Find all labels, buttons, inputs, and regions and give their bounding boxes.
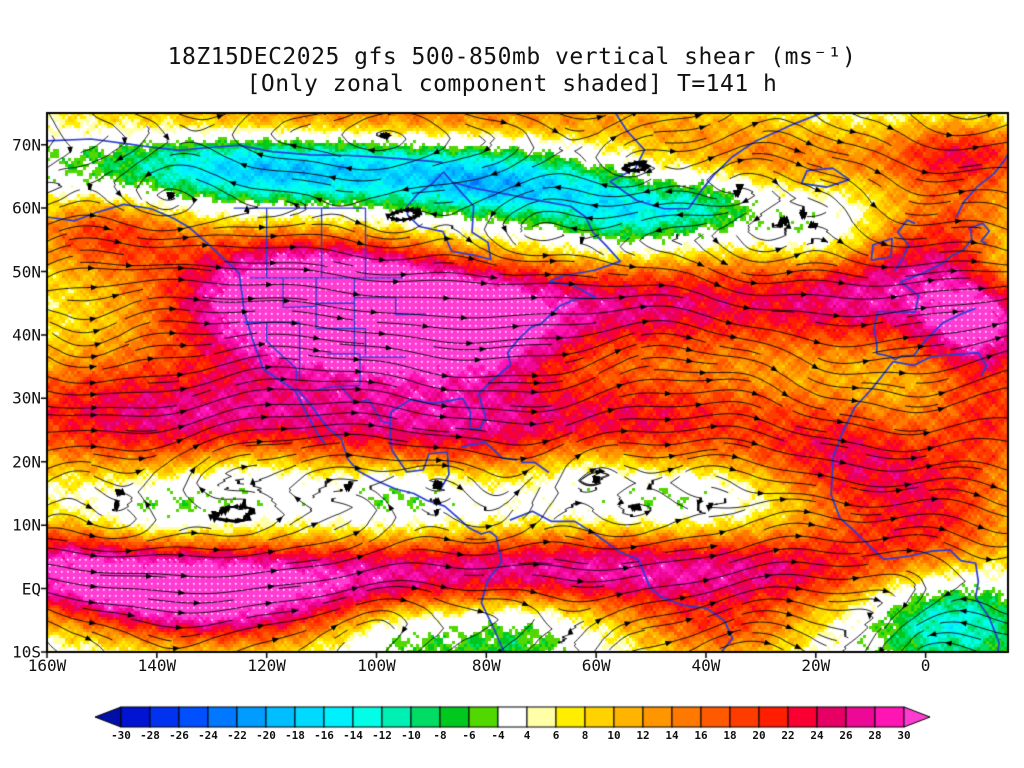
- chart-title-line1: 18Z15DEC2025 gfs 500-850mb vertical shea…: [167, 44, 857, 70]
- x-tick-label: 140W: [137, 656, 177, 675]
- colorbar-tick-label: 12: [636, 729, 650, 742]
- colorbar-tick-label: 28: [868, 729, 882, 742]
- colorbar-tick-label: 16: [694, 729, 708, 742]
- colorbar-tick-label: -18: [285, 729, 305, 742]
- y-tick-label: 50N: [12, 262, 41, 282]
- x-tick-label: 20W: [801, 656, 831, 675]
- colorbar-tick-label: -12: [372, 729, 392, 742]
- colorbar-tick-label: -24: [198, 729, 218, 742]
- colorbar-tick-label: -10: [401, 729, 421, 742]
- y-tick-label: 40N: [12, 325, 41, 345]
- colorbar-tick-label: 22: [781, 729, 795, 742]
- y-tick-label: 20N: [12, 452, 41, 472]
- colorbar-tick-label: -4: [491, 729, 505, 742]
- x-tick-label: 160W: [27, 656, 67, 675]
- colorbar-tick-label: -6: [462, 729, 476, 742]
- colorbar-tick-label: 18: [723, 729, 737, 742]
- y-tick-label: 10N: [12, 515, 41, 535]
- y-tick-label: 30N: [12, 388, 41, 408]
- y-tick-label: EQ: [21, 579, 41, 599]
- x-tick-label: 100W: [357, 656, 396, 675]
- chart-title: 18Z15DEC2025 gfs 500-850mb vertical shea…: [0, 44, 1024, 98]
- colorbar-tick-label: 24: [810, 729, 824, 742]
- colorbar-tick-label: 8: [581, 729, 589, 742]
- x-tick-label: 80W: [471, 656, 501, 675]
- x-tick-label: 0: [920, 656, 931, 675]
- x-tick-label: 60W: [581, 656, 611, 675]
- colorbar-tick-label: 26: [839, 729, 853, 742]
- colorbar-tick-label: -20: [256, 729, 276, 742]
- colorbar-tick-label: 20: [752, 729, 766, 742]
- y-tick-label: 60N: [12, 198, 41, 218]
- y-tick-label: 10S: [12, 642, 41, 662]
- colorbar-tick-label: -16: [314, 729, 334, 742]
- colorbar-tick-label: 14: [665, 729, 679, 742]
- colorbar-tick-label: 30: [897, 729, 911, 742]
- y-tick-label: 70N: [12, 135, 41, 155]
- colorbar-tick-label: 6: [552, 729, 560, 742]
- colorbar-tick-label: -22: [227, 729, 247, 742]
- colorbar-tick-label: 4: [523, 729, 531, 742]
- colorbar-tick-label: -14: [343, 729, 363, 742]
- x-tick-label: 40W: [691, 656, 721, 675]
- chart-title-line2: [Only zonal component shaded] T=141 h: [246, 71, 778, 97]
- x-tick-label: 120W: [247, 656, 286, 675]
- colorbar-tick-label: 10: [607, 729, 621, 742]
- colorbar-tick-label: -26: [169, 729, 189, 742]
- colorbar-tick-label: -8: [433, 729, 447, 742]
- colorbar-tick-label: -30: [111, 729, 131, 742]
- colorbar-tick-label: -28: [140, 729, 160, 742]
